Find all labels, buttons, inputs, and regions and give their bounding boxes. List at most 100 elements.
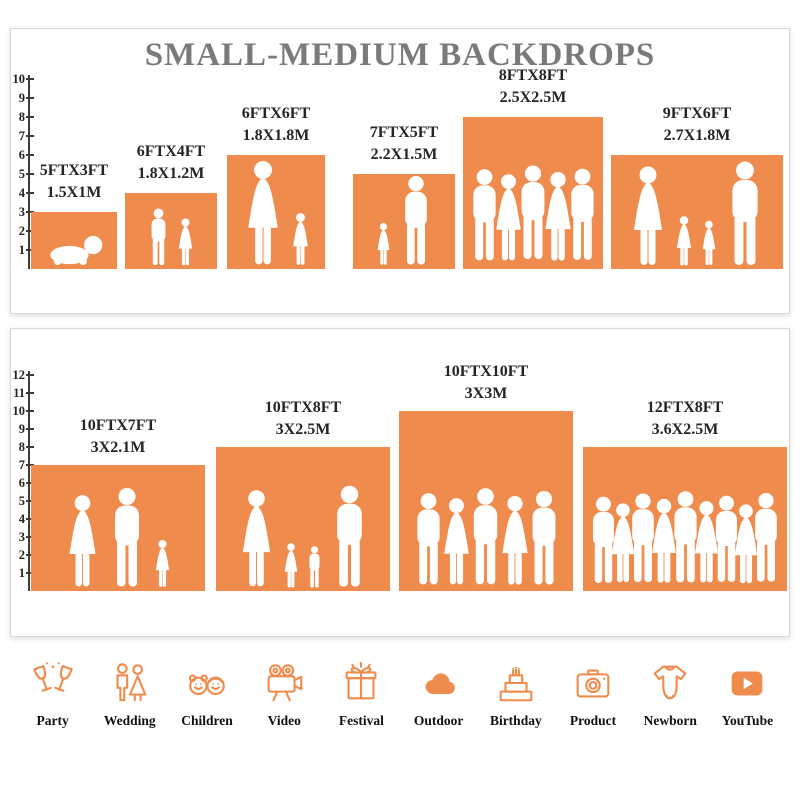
ruler-tick: 7 xyxy=(11,129,34,143)
tick-label: 6 xyxy=(18,147,25,162)
toddler-silhouette xyxy=(375,222,392,266)
size-label: 6FTX6FT 1.8X1.8M xyxy=(242,103,310,147)
girl-silhouette xyxy=(153,539,172,588)
category-label: Video xyxy=(267,713,301,728)
product-camera-icon xyxy=(576,669,610,698)
category-label: Party xyxy=(36,713,69,728)
size-m: 1.5X1M xyxy=(46,184,102,202)
tick-label: 5 xyxy=(18,166,25,181)
tick-label: 3 xyxy=(18,529,25,544)
ruler-tick: 3 xyxy=(11,205,34,219)
backdrop-8x8 xyxy=(463,117,603,269)
category-label: YouTube xyxy=(721,713,774,728)
tick-mark xyxy=(26,97,34,99)
tick-mark xyxy=(26,374,34,376)
crawling-baby-silhouette xyxy=(42,235,106,266)
tick-label: 10 xyxy=(12,71,26,86)
category-row: Party Wedding Children xyxy=(14,660,786,729)
adult-woman-silhouette xyxy=(64,494,101,588)
ruler-tick: 4 xyxy=(11,186,34,200)
category-festival: Festival xyxy=(323,660,400,729)
adult-woman-silhouette xyxy=(628,166,668,266)
size-label: 8FTX8FT 2.5X2.5M xyxy=(499,65,567,109)
people-silhouette xyxy=(227,160,325,266)
children-faces-icon xyxy=(188,674,225,696)
category-wedding: Wedding xyxy=(91,660,168,729)
backdrop-5x3 xyxy=(31,212,117,269)
girl-silhouette xyxy=(700,220,718,266)
category-label: Children xyxy=(181,713,233,728)
tick-mark xyxy=(26,428,34,430)
party-glasses-icon xyxy=(32,662,73,692)
category-children: Children xyxy=(168,660,245,729)
ruler-tick: 6 xyxy=(11,148,34,162)
newborn-onesie-icon xyxy=(653,665,687,700)
girl-silhouette xyxy=(290,212,311,266)
category-newborn: Newborn xyxy=(632,660,709,729)
tick-label: 1 xyxy=(18,565,25,580)
ruler-tick: 11 xyxy=(11,386,34,400)
child-silhouette xyxy=(147,208,170,266)
size-m: 3X2.1M xyxy=(90,439,146,457)
ruler-tick: 10 xyxy=(11,72,34,86)
people-silhouette xyxy=(399,485,573,588)
adult-man-silhouette xyxy=(564,163,601,266)
tick-label: 1 xyxy=(18,242,25,257)
ruler-tick: 5 xyxy=(11,494,34,508)
category-label: Product xyxy=(569,713,617,728)
backdrop-9x6 xyxy=(611,155,783,269)
tick-mark xyxy=(26,392,34,394)
ruler-tick: 8 xyxy=(11,440,34,454)
people-silhouette xyxy=(125,208,217,266)
size-label: 10FTX10FT 3X3M xyxy=(444,361,528,405)
ruler-tick: 12 xyxy=(11,368,34,382)
backdrop-6x4 xyxy=(125,193,217,269)
tick-mark xyxy=(26,410,34,412)
adult-man-silhouette xyxy=(748,487,784,588)
tick-label: 5 xyxy=(18,493,25,508)
category-product: Product xyxy=(554,660,631,729)
tick-label: 9 xyxy=(18,421,25,436)
gift-icon xyxy=(345,661,377,700)
backdrop-10x8 xyxy=(216,447,390,591)
adult-man-silhouette xyxy=(525,488,563,588)
size-ft: 10FTX10FT xyxy=(443,363,529,380)
panel-small-backdrops: SMALL-MEDIUM BACKDROPS 10 9 8 7 6 5 4 3 … xyxy=(10,28,790,314)
category-label: Outdoor xyxy=(413,713,464,728)
tick-mark xyxy=(26,154,34,156)
video-camera-icon xyxy=(267,664,303,702)
girl-silhouette xyxy=(176,218,195,266)
tick-label: 12 xyxy=(12,367,26,382)
category-label: Wedding xyxy=(103,713,156,728)
tick-label: 7 xyxy=(18,457,25,472)
tick-label: 2 xyxy=(18,223,25,238)
tick-label: 2 xyxy=(18,547,25,562)
size-label: 9FTX6FT 2.7X1.8M xyxy=(663,103,731,147)
size-m: 2.5X2.5M xyxy=(499,89,567,107)
size-ft: 7FTX5FT xyxy=(369,124,439,141)
tick-mark xyxy=(26,554,34,556)
tick-label: 9 xyxy=(18,90,25,105)
adult-man-silhouette xyxy=(398,175,434,266)
size-ft: 8FTX8FT xyxy=(498,67,568,84)
tick-mark xyxy=(26,249,34,251)
size-ft: 9FTX6FT xyxy=(662,105,732,122)
tick-label: 3 xyxy=(18,204,25,219)
tick-label: 4 xyxy=(18,511,25,526)
ruler-tick: 8 xyxy=(11,110,34,124)
child-silhouette xyxy=(306,546,323,588)
backdrop-10x7 xyxy=(31,465,205,591)
ruler-tick: 7 xyxy=(11,458,34,472)
tick-label: 8 xyxy=(18,109,25,124)
size-ft: 10FTX7FT xyxy=(79,417,157,434)
tick-mark xyxy=(26,135,34,137)
people-silhouette xyxy=(611,161,783,266)
tick-label: 4 xyxy=(18,185,25,200)
size-m: 2.7X1.8M xyxy=(663,127,731,145)
people-silhouette xyxy=(31,235,117,266)
tick-mark xyxy=(26,230,34,232)
tick-mark xyxy=(26,211,34,213)
size-ft: 6FTX6FT xyxy=(241,105,311,122)
people-silhouette xyxy=(353,175,455,266)
size-ft: 6FTX4FT xyxy=(136,143,206,160)
